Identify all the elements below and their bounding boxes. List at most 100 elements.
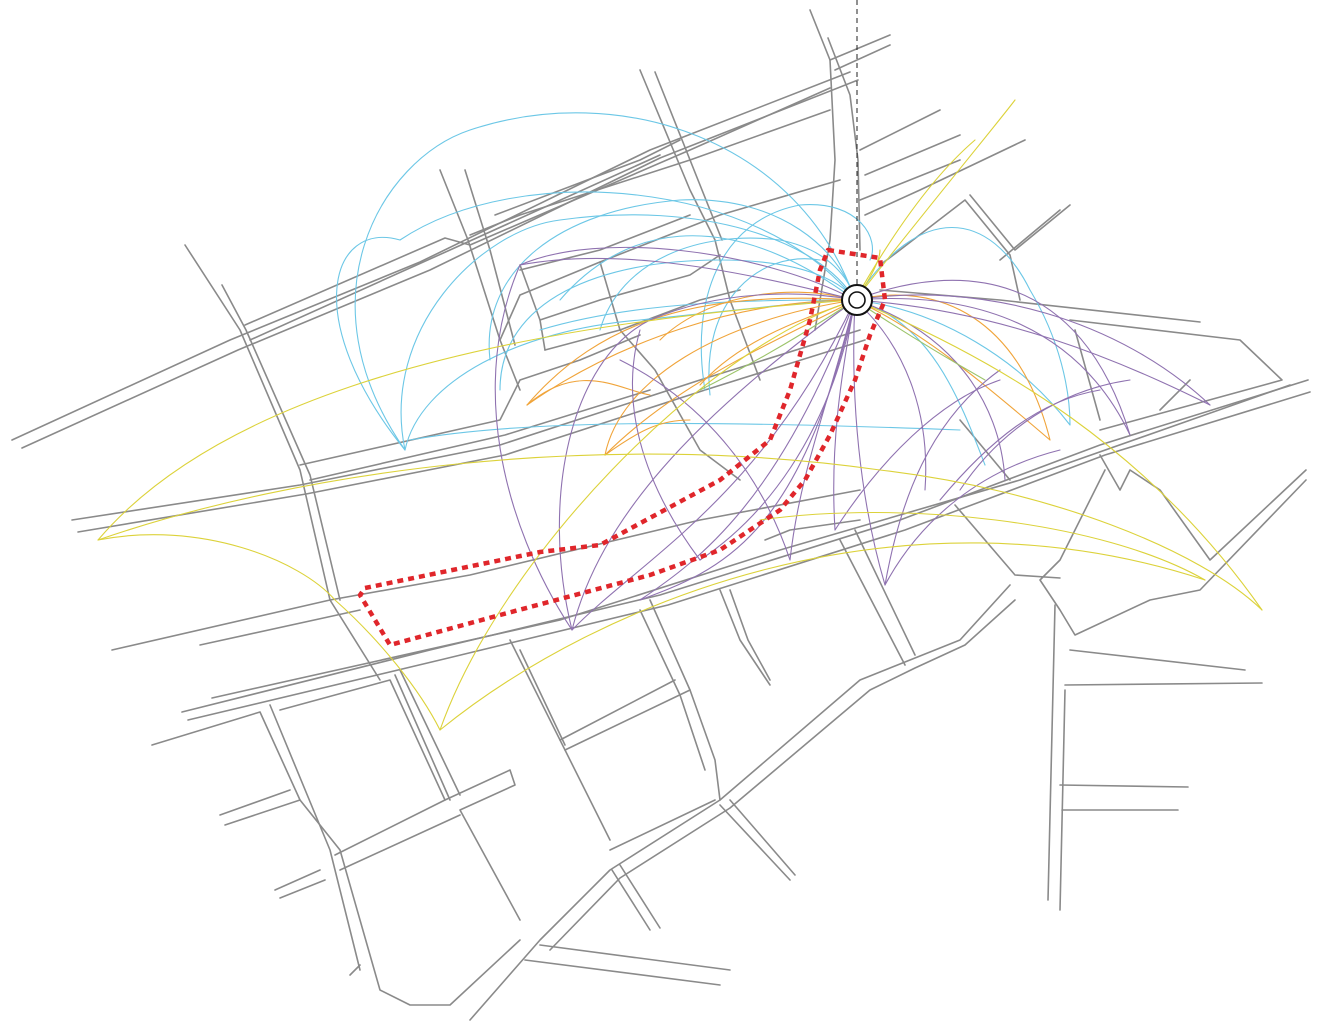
flow-arc	[854, 299, 927, 491]
street	[834, 44, 891, 71]
street	[519, 264, 546, 351]
street	[184, 244, 381, 681]
flow-arc	[959, 379, 1131, 491]
street	[959, 419, 1011, 481]
street	[839, 539, 906, 666]
flow-arc	[834, 379, 1001, 531]
street	[827, 37, 861, 251]
flow-arc	[854, 299, 1263, 611]
street	[211, 384, 1291, 699]
street	[719, 589, 771, 686]
street	[279, 879, 326, 899]
flow-arc	[884, 449, 1061, 586]
flow-arc	[604, 419, 691, 456]
flow-arc	[599, 237, 856, 331]
flow-arc	[708, 258, 821, 396]
flow-arc	[571, 299, 856, 631]
street	[187, 391, 1311, 721]
street	[11, 71, 851, 441]
site-boundary	[357, 247, 888, 648]
street	[269, 704, 361, 971]
street	[464, 169, 516, 346]
flow-arc	[354, 112, 856, 451]
street	[764, 519, 861, 541]
flow-arc	[639, 299, 856, 601]
flow-arc	[854, 299, 986, 381]
street	[544, 289, 741, 351]
street	[649, 599, 721, 801]
street	[1059, 784, 1189, 788]
flow-arc	[884, 369, 1001, 586]
street	[564, 689, 691, 751]
flow-arc	[439, 542, 1206, 731]
flow-arc	[854, 299, 1071, 426]
street	[219, 789, 291, 816]
street	[611, 869, 651, 931]
street	[21, 79, 859, 449]
street	[619, 864, 661, 929]
street	[299, 334, 641, 466]
street	[1064, 682, 1263, 686]
flow-arc	[854, 299, 1211, 406]
flow-arc	[619, 359, 791, 561]
flow-arc	[488, 199, 856, 361]
street	[339, 814, 461, 871]
street	[879, 289, 1201, 323]
street	[224, 799, 301, 826]
street	[549, 599, 1016, 951]
street	[864, 139, 1026, 216]
street	[199, 609, 361, 646]
street	[309, 389, 651, 481]
flow-arc	[336, 191, 856, 451]
flow-arc	[854, 139, 976, 301]
street	[399, 669, 461, 796]
street	[274, 869, 321, 891]
street	[1099, 454, 1307, 561]
flow-arc	[559, 235, 856, 301]
street	[494, 139, 681, 216]
flow-arc	[499, 259, 856, 391]
focal-node-marker	[841, 284, 873, 316]
flow-arc	[833, 299, 856, 531]
street	[519, 214, 691, 271]
flow-arc	[854, 294, 1211, 406]
flow-arc	[699, 299, 856, 561]
street	[111, 489, 861, 651]
flow-arc	[854, 299, 1051, 441]
street	[1047, 604, 1056, 901]
flow-arcs-green	[699, 299, 986, 391]
flow-arc	[854, 279, 1131, 436]
flow-arc	[939, 389, 1101, 501]
street	[854, 529, 916, 656]
flow-arc	[519, 257, 856, 301]
flow-arc	[97, 453, 1263, 611]
flow-arc	[699, 299, 856, 391]
street	[349, 964, 361, 976]
street	[559, 679, 676, 741]
street	[829, 34, 891, 61]
street-network	[11, 9, 1311, 1021]
street	[279, 679, 521, 921]
flow-arc	[604, 299, 856, 456]
flow-arc	[526, 297, 856, 406]
street	[469, 584, 1011, 1021]
street	[539, 254, 721, 321]
street	[221, 284, 341, 601]
flow-arc	[526, 299, 856, 406]
street	[1069, 319, 1283, 431]
street	[249, 154, 661, 341]
focal-node-inner-ring	[848, 291, 866, 309]
flow-arc	[97, 299, 856, 541]
street	[719, 804, 791, 881]
street	[1039, 469, 1307, 636]
street	[439, 169, 521, 391]
street	[954, 504, 1061, 579]
flow-arc	[854, 297, 1131, 436]
flow-arc	[854, 99, 1016, 301]
street	[1059, 689, 1066, 911]
flow-arc	[659, 291, 856, 341]
street	[539, 944, 731, 971]
street	[729, 799, 796, 876]
